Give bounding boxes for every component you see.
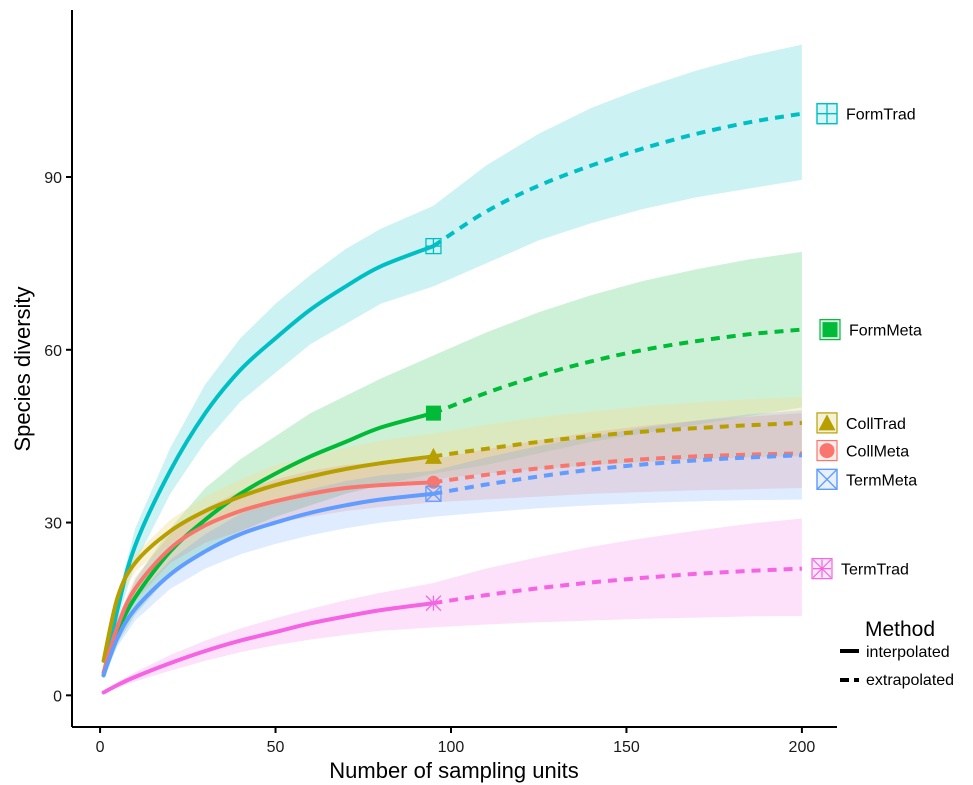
formtrad-observed-marker (425, 237, 442, 255)
formmeta-series-label: FormMeta (849, 323, 922, 340)
formmeta-label-key (819, 319, 841, 341)
x-tick-label: 50 (267, 739, 285, 756)
confidence-bands (103, 44, 802, 694)
collmeta-observed-marker (426, 475, 440, 489)
legend-title: Method (865, 618, 935, 641)
termmeta-observed-marker (425, 485, 442, 502)
termtrad-confidence-band (103, 518, 802, 694)
axes: 0 50 100 150 200 0 30 60 90 (44, 10, 837, 756)
colltrad-label-key (816, 412, 838, 434)
formmeta-extrapolated-line (432, 327, 803, 415)
x-tick-label: 150 (613, 739, 640, 756)
y-axis-title: Species diversity (10, 286, 35, 451)
x-tick-label: 200 (789, 739, 816, 756)
formmeta-observed-marker (425, 405, 441, 421)
termmeta-series-label: TermMeta (846, 472, 917, 489)
observed-markers (424, 237, 442, 612)
legend-label-extrapolated: extrapolated (866, 672, 954, 689)
collmeta-series-label: CollMeta (846, 444, 909, 461)
colltrad-observed-marker (424, 447, 442, 464)
termmeta-interpolated-line (101, 491, 436, 678)
series-lines (101, 111, 803, 695)
series-labels: FormTrad FormMeta CollTrad CollMeta TermMeta… (811, 103, 922, 580)
y-tick-label: 60 (44, 343, 62, 360)
x-tick-label: 0 (96, 739, 105, 756)
termtrad-interpolated-line (101, 601, 436, 695)
collmeta-extrapolated-line (433, 451, 802, 485)
termmeta-confidence-band (103, 410, 802, 678)
formtrad-confidence-band (103, 44, 802, 679)
formmeta-interpolated-line (101, 411, 436, 678)
legend-label-interpolated: interpolated (866, 644, 950, 661)
colltrad-series-label: CollTrad (846, 416, 906, 433)
x-tick-label: 100 (438, 739, 465, 756)
collmeta-label-key (816, 439, 838, 462)
colltrad-confidence-band (103, 397, 802, 664)
colltrad-interpolated-line (101, 454, 436, 663)
termtrad-series-label: TermTrad (841, 562, 909, 579)
y-tick-label: 30 (44, 516, 62, 533)
collmeta-interpolated-line (101, 480, 436, 675)
collmeta-confidence-band (103, 413, 802, 676)
y-tick-label: 0 (53, 688, 62, 705)
formtrad-series-label: FormTrad (846, 107, 916, 124)
formtrad-extrapolated-line (432, 111, 803, 248)
formmeta-confidence-band (103, 251, 802, 678)
termtrad-label-key (811, 558, 833, 580)
x-axis-title: Number of sampling units (329, 758, 578, 783)
termmeta-label-key (816, 468, 838, 491)
method-legend: Method interpolated extrapolated (840, 618, 954, 689)
termtrad-observed-marker (425, 595, 442, 612)
formtrad-label-key (816, 103, 838, 125)
formtrad-interpolated-line (101, 244, 436, 678)
y-tick-label: 90 (44, 170, 62, 187)
